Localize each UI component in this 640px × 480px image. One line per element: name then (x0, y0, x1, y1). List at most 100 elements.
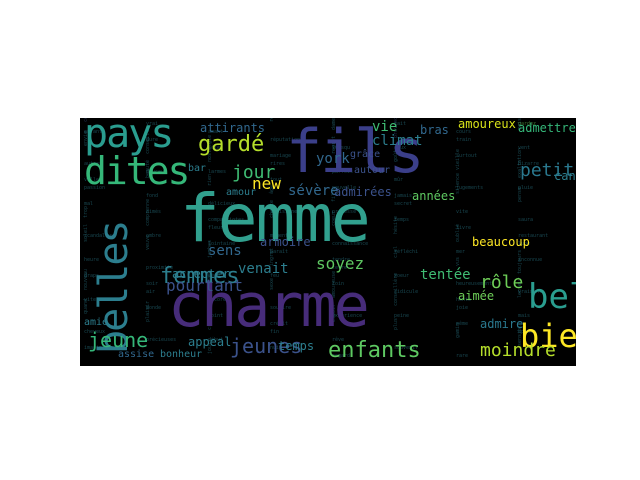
word-mère: mère (208, 273, 221, 279)
word-rires: rires (270, 161, 286, 167)
word-inconnue: inconnue (518, 257, 543, 263)
word-vus: vus (455, 256, 461, 266)
word-livre: livre (456, 225, 472, 231)
word-lointaine: lointaine (208, 241, 236, 247)
word-aimés: aimés (146, 209, 162, 215)
word-fleur: fleur (208, 225, 224, 231)
word-monde: monde (146, 305, 162, 311)
word-ridicule: ridicule (394, 289, 419, 295)
word-appeal: appeal (188, 335, 232, 349)
word-petit: petit (520, 160, 575, 181)
word-vraiment: vraiment (518, 289, 543, 295)
word-aimee: aimée (458, 289, 495, 303)
word-souvenir: souvenir (394, 345, 419, 351)
word-encore: encore (208, 297, 227, 303)
word-new: new (252, 174, 281, 193)
word-severe: sévère (288, 183, 339, 199)
word-admettre: admettre (518, 121, 576, 135)
word-fond: fond (146, 193, 159, 199)
word-honte: honte (456, 297, 472, 303)
word-fin: fin (270, 329, 280, 335)
word-bonheur: bonheur (160, 349, 203, 360)
word-oublié: oublié (455, 223, 461, 242)
word-proximité: proximité (146, 265, 174, 271)
word-cheveux: cheveux (84, 329, 106, 335)
word-début: début (208, 337, 224, 343)
word-amoureux: amoureux (458, 118, 516, 131)
word-réputation: réputation (270, 137, 301, 143)
word-accepter: accepter (172, 267, 230, 281)
word-hésite: hésite (393, 215, 399, 234)
word-rare: rare (456, 353, 469, 359)
word-épouse: épouse (518, 329, 537, 335)
word-mais: mais (518, 313, 531, 319)
word-plaisir: plaisir (145, 300, 151, 322)
word-peine: peine (394, 313, 410, 319)
word-attirants: attirants (200, 121, 266, 135)
word-précieuses: précieuses (146, 337, 177, 343)
word-plus: plus (393, 317, 399, 330)
word-amour: amour (226, 187, 257, 198)
word-promesse: promesse (332, 209, 357, 215)
word-assise: assise (118, 349, 155, 360)
word-york: york (316, 151, 350, 167)
word-reste: reste (269, 118, 275, 122)
word-venait: venait (238, 261, 289, 277)
word-scandaleux: scandaleux (84, 233, 115, 239)
word-draps: draps (84, 273, 100, 279)
word-armoire: armoire (260, 235, 311, 249)
word-imagine: imagine (84, 345, 106, 351)
word-joie: joie (456, 305, 469, 311)
word-vent: vent (518, 145, 531, 151)
word-nouveau: nouveau (83, 268, 89, 290)
word-saura: saura (518, 217, 534, 223)
word-bien: bien (520, 317, 576, 355)
word-vieille: vieille (455, 148, 461, 170)
word-mariage: mariage (270, 153, 292, 159)
word-femmes: femmes (160, 264, 240, 289)
word-soir: soir (146, 281, 159, 287)
word-heureusement: heureusement (456, 281, 493, 287)
word-douceur: douceur (146, 169, 168, 175)
word-rêve: rêve (332, 337, 345, 343)
word-nuit: nuit (270, 345, 283, 351)
word-dites: dites (84, 149, 190, 193)
word-ombre: ombre (146, 233, 162, 239)
word-jamais: jamais (394, 193, 413, 199)
word-veuve: veuve (145, 234, 151, 250)
word-trop: trop (83, 205, 89, 218)
word-fils: fils (286, 118, 424, 187)
word-moment: moment (270, 233, 289, 239)
word-jeune: jeune (88, 328, 149, 352)
word-fait: fait (394, 121, 407, 127)
word-autour: autour (354, 165, 391, 176)
word-temps: temps (278, 339, 315, 353)
word-nouvelle: nouvelle (332, 185, 357, 191)
word-annees: années (412, 189, 456, 203)
word-regard: regard (332, 353, 351, 359)
word-mal: mal (84, 201, 94, 207)
word-lune: lune (518, 241, 531, 247)
word-restaurant: restaurant (518, 233, 549, 239)
word-gamin: gamin (455, 322, 461, 338)
word-toujours: toujours (517, 249, 523, 274)
word-côté: côté (208, 145, 221, 151)
word-beaucoup: beaucoup (472, 235, 530, 249)
word-dure: dure (146, 137, 159, 143)
word-cloud: début fin espoir peine joie lenteur vitesse air… (80, 118, 576, 366)
word-paraît: paraît (270, 249, 289, 255)
word-pluie: pluie (518, 185, 534, 191)
word-mer: mer (456, 249, 466, 255)
word-autres: autres (84, 161, 103, 167)
word-cours: cours (456, 129, 472, 135)
word-charme: charme (168, 271, 370, 341)
word-doux: doux (394, 145, 407, 151)
word-point: point (208, 313, 224, 319)
word-amie: amie (84, 317, 109, 328)
word-ville: ville (84, 177, 100, 183)
word-enfants: enfants (328, 338, 421, 363)
word-admire: admire (480, 317, 524, 331)
word-quand: quand (83, 298, 89, 314)
word-jugements: jugements (456, 185, 484, 191)
word-jeunes: jeunes (230, 334, 303, 358)
